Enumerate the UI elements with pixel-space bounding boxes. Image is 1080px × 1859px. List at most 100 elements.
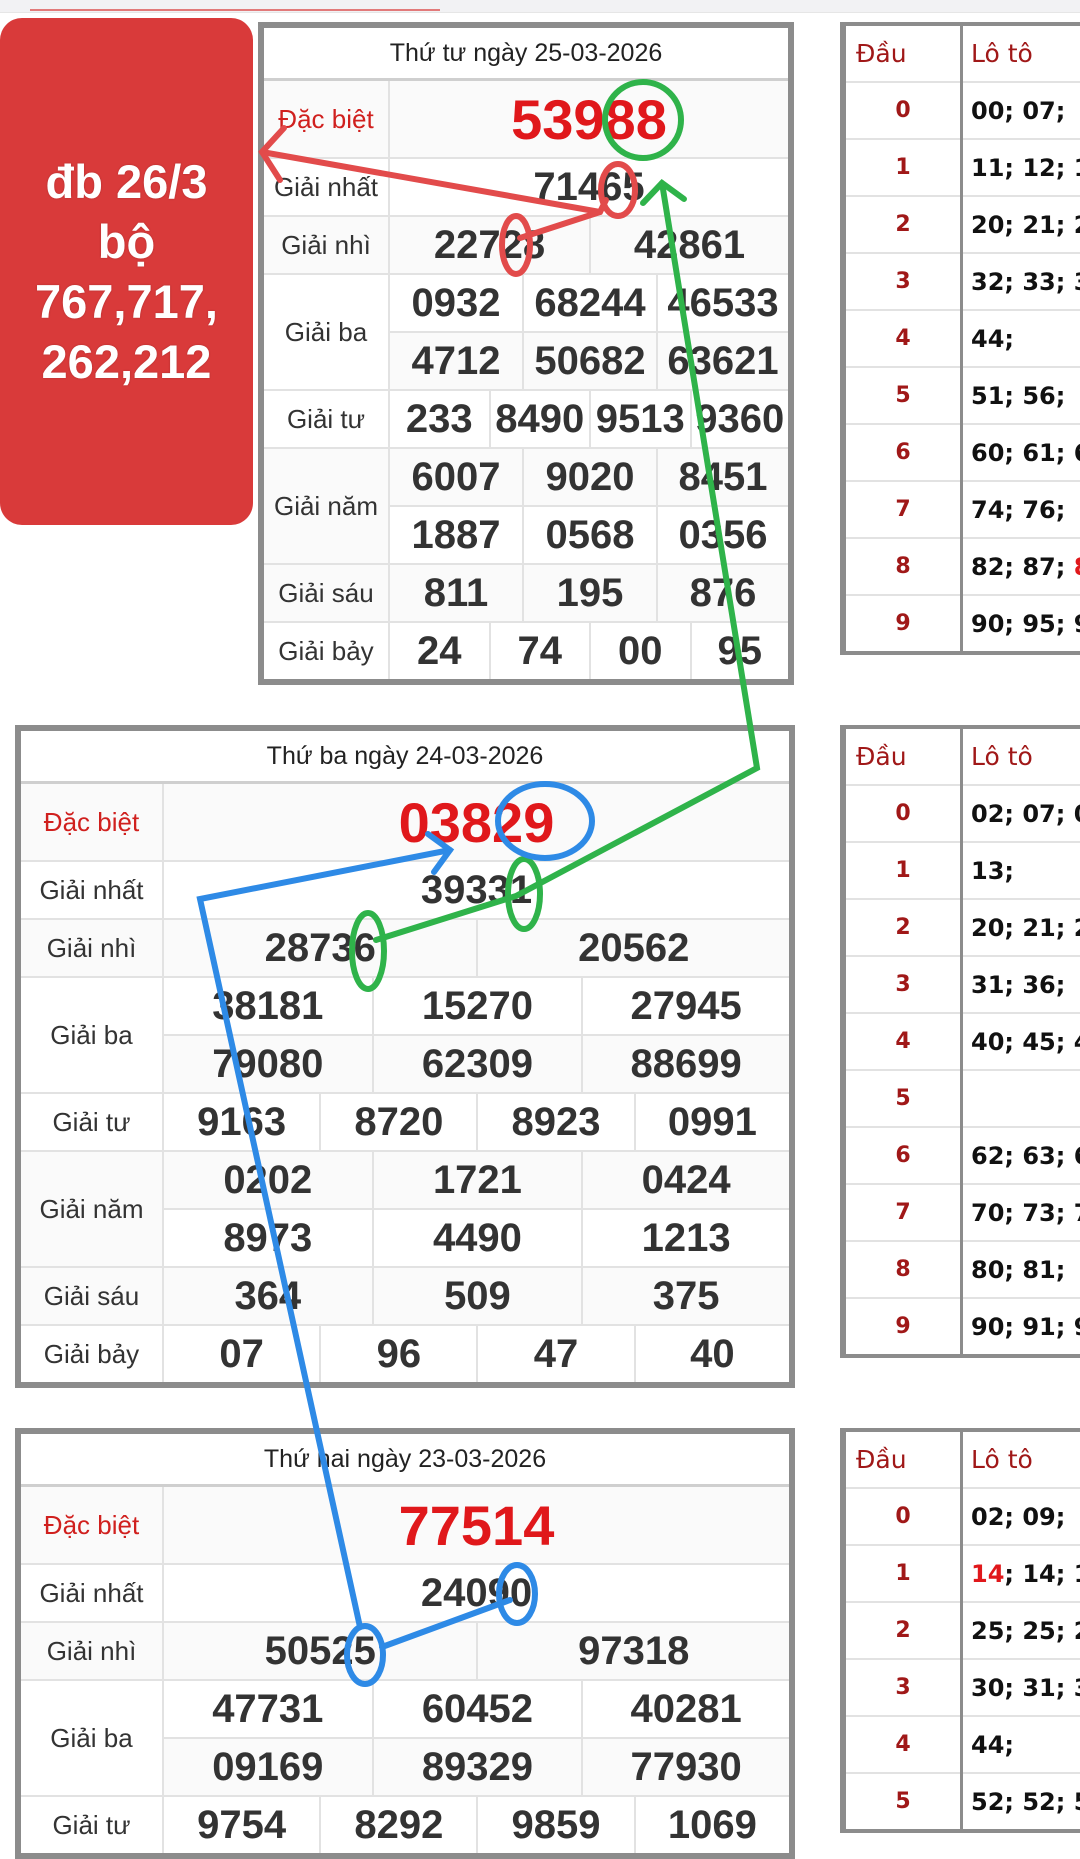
- prize-number: 96: [320, 1325, 477, 1385]
- prize-number: 364: [163, 1267, 373, 1325]
- prize-label: Giải nhì: [18, 1622, 163, 1680]
- prize-number: 74: [490, 622, 591, 682]
- prize-number: 0568: [523, 506, 657, 564]
- prize-number: 8451: [657, 448, 791, 506]
- loto-number-text: 52; 52; 5: [971, 1788, 1080, 1816]
- loto-number-text: 00; 07;: [971, 97, 1065, 125]
- prize-number: 38181: [163, 977, 373, 1035]
- prize-number: 1213: [582, 1209, 792, 1267]
- loto-number-text: 90; 95; 9: [971, 610, 1080, 638]
- prize-number: 03829: [163, 783, 792, 862]
- prize-label: Giải bảy: [18, 1325, 163, 1385]
- loto-head-digit: 1: [843, 139, 962, 196]
- prize-number: 07: [163, 1325, 320, 1385]
- loto-numbers: 82; 87; 8: [962, 538, 1080, 595]
- prize-number: 8292: [320, 1796, 477, 1856]
- loto-number-text: 51; 56;: [971, 382, 1065, 410]
- loto-numbers: 02; 07; 0: [962, 785, 1080, 842]
- prize-number: 22728: [389, 216, 590, 274]
- loto-header-dau: Đầu: [843, 727, 962, 785]
- prize-number: 28736: [163, 919, 477, 977]
- loto-head-digit: 6: [843, 1127, 962, 1184]
- loto-numbers: 00; 07;: [962, 82, 1080, 139]
- loto-header-dau: Đầu: [843, 1430, 962, 1488]
- prize-label: Giải sáu: [261, 564, 389, 622]
- loto-numbers: 44;: [962, 1716, 1080, 1773]
- loto-head-digit: 1: [843, 1545, 962, 1602]
- loto-numbers: 70; 73; 7: [962, 1184, 1080, 1241]
- prize-number: 8490: [490, 390, 591, 448]
- loto-number-text: 82; 87;: [971, 553, 1074, 581]
- prize-label: Giải năm: [18, 1151, 163, 1267]
- loto-number-text: 80; 81;: [971, 1256, 1065, 1284]
- loto-numbers: 20; 21; 2: [962, 196, 1080, 253]
- loto-number-text: 02; 09;: [971, 1503, 1065, 1531]
- loto-number-text: 70; 73; 7: [971, 1199, 1080, 1227]
- loto-head-digit: 3: [843, 253, 962, 310]
- prize-number: 79080: [163, 1035, 373, 1093]
- prize-number: 24: [389, 622, 490, 682]
- prize-number: 68244: [523, 274, 657, 332]
- note-line: 262,212: [0, 332, 253, 392]
- loto-header-dau: Đầu: [843, 24, 962, 82]
- prize-number: 60452: [373, 1680, 583, 1738]
- loto-row: 9 90; 95; 9: [843, 595, 1080, 653]
- prize-number: 40281: [582, 1680, 792, 1738]
- prize-number: 62309: [373, 1035, 583, 1093]
- prize-number: 509: [373, 1267, 583, 1325]
- prize-number: 375: [582, 1267, 792, 1325]
- prize-label: Giải bảy: [261, 622, 389, 682]
- loto-numbers: 62; 63; 6: [962, 1127, 1080, 1184]
- loto-head-digit: 6: [843, 424, 962, 481]
- result-date-title: Thứ tư ngày 25-03-2026: [261, 25, 791, 80]
- prize-number: 63621: [657, 332, 791, 390]
- loto-numbers: 51; 56;: [962, 367, 1080, 424]
- result-date-row: Thứ hai ngày 23-03-2026: [18, 1431, 792, 1486]
- loto-numbers: [962, 1070, 1080, 1127]
- prize-label: Giải nhất: [261, 158, 389, 216]
- prize-number: 1069: [635, 1796, 792, 1856]
- prize-label: Giải sáu: [18, 1267, 163, 1325]
- prize-label: Giải tư: [18, 1093, 163, 1151]
- prize-label: Đặc biệt: [18, 783, 163, 862]
- prize-label: Giải nhất: [18, 1564, 163, 1622]
- loto-number-text: 74; 76;: [971, 496, 1065, 524]
- loto-head-digit: 8: [843, 1241, 962, 1298]
- note-line: 767,717,: [0, 272, 253, 332]
- prize-number: 89329: [373, 1738, 583, 1796]
- prize-number: 46533: [657, 274, 791, 332]
- prize-number: 77514: [163, 1486, 792, 1565]
- prize-number: 42861: [590, 216, 791, 274]
- prize-number: 9513: [590, 390, 691, 448]
- prize-number: 9859: [477, 1796, 634, 1856]
- loto-head-digit: 9: [843, 595, 962, 653]
- prize-number: 53988: [389, 80, 791, 159]
- loto-header-loto: Lô tô: [962, 1430, 1080, 1488]
- loto-head-digit: 0: [843, 82, 962, 139]
